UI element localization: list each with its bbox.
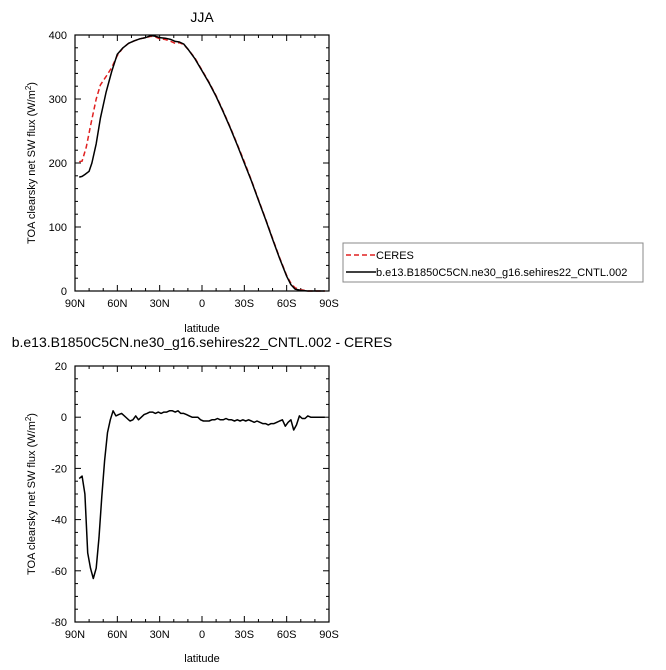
x-tick-label: 30S [235, 298, 255, 310]
x-tick-label: 0 [199, 629, 205, 641]
y-tick-label: 400 [49, 30, 67, 42]
top-chart-title: JJA [190, 9, 214, 25]
y-tick-label: -40 [51, 515, 67, 527]
bottom-panel: b.e13.B1850C5CN.ne30_g16.sehires22_CNTL.… [12, 334, 393, 665]
x-tick-label: 90N [65, 629, 85, 641]
x-tick-label: 60S [277, 629, 297, 641]
x-tick-label: 60S [277, 298, 297, 310]
x-tick-label: 60N [107, 629, 127, 641]
top-plot-frame [74, 34, 330, 292]
bottom-ticks: 90N 60N 30N 0 30S 60S 90S 20 0 -20 -40 -60 -80 [51, 361, 339, 641]
y-tick-label: 300 [49, 94, 67, 106]
y-tick-label: 0 [61, 286, 67, 298]
x-tick-label: 30S [235, 629, 255, 641]
top-ticks: 90N 60N 30N 0 30S 60S 90S 0 100 200 300 400 [49, 30, 339, 310]
legend-box [342, 242, 644, 283]
top-series-line-model [79, 34, 325, 292]
y-tick-label: 20 [55, 361, 67, 373]
top-panel: JJA 90N 60N 30N 0 30S 60S 90S 0 100 200 300 400 lat… [24, 9, 339, 335]
bottom-x-axis-label: latitude [184, 653, 219, 665]
x-tick-label: 90N [65, 298, 85, 310]
bottom-series-line-difference [78, 410, 325, 580]
y-tick-label: 200 [49, 158, 67, 170]
y-tick-label: 0 [61, 412, 67, 424]
x-tick-label: 30N [150, 629, 170, 641]
bottom-series-group [78, 410, 325, 580]
bottom-y-axis-label: TOA clearsky net SW flux (W/m2) [24, 413, 38, 575]
top-x-axis-label: latitude [184, 323, 219, 335]
x-tick-label: 30N [150, 298, 170, 310]
bottom-chart-title: b.e13.B1850C5CN.ne30_g16.sehires22_CNTL.… [12, 334, 393, 350]
top-series-group [79, 34, 325, 292]
y-tick-label: -80 [51, 617, 67, 629]
legend-label-ceres: CERES [376, 250, 414, 262]
x-tick-label: 0 [199, 298, 205, 310]
x-tick-label: 90S [319, 629, 339, 641]
bottom-plot-frame [74, 365, 330, 623]
y-tick-label: -60 [51, 566, 67, 578]
x-tick-label: 60N [107, 298, 127, 310]
legend-label-model: b.e13.B1850C5CN.ne30_g16.sehires22_CNTL.… [376, 267, 627, 279]
top-y-axis-label: TOA clearsky net SW flux (W/m2) [24, 82, 38, 244]
legend: CERES b.e13.B1850C5CN.ne30_g16.sehires22… [342, 242, 644, 283]
y-tick-label: -20 [51, 463, 67, 475]
x-tick-label: 90S [319, 298, 339, 310]
y-tick-label: 100 [49, 222, 67, 234]
top-series-line-ceres [79, 35, 325, 292]
